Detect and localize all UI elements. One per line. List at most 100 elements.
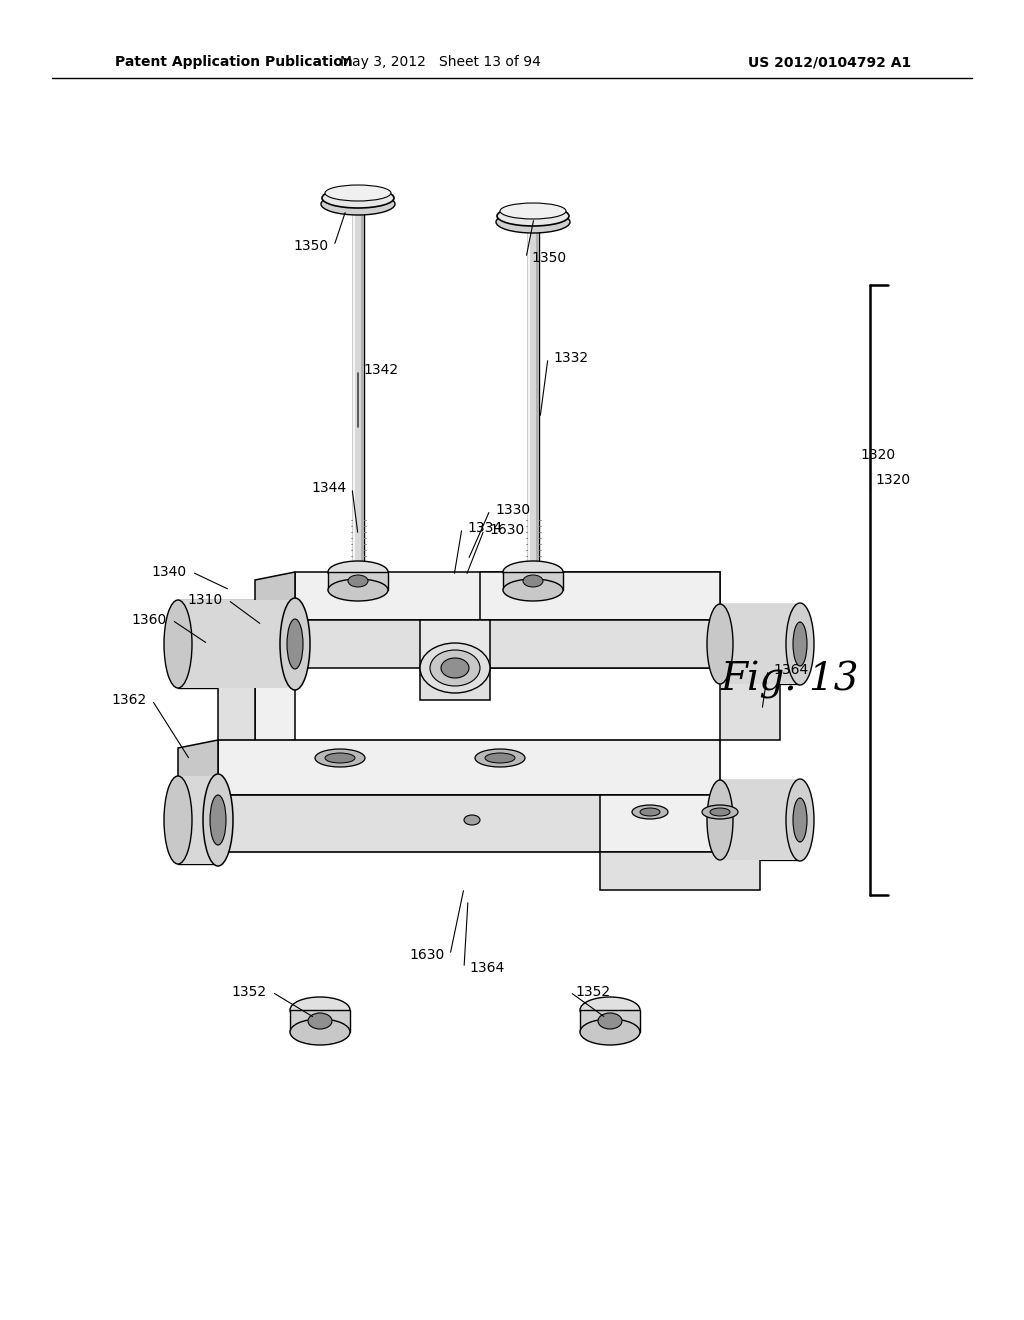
Text: 1360: 1360 <box>132 612 167 627</box>
Ellipse shape <box>210 795 226 845</box>
Polygon shape <box>255 620 295 672</box>
Ellipse shape <box>503 561 563 583</box>
Ellipse shape <box>475 748 525 767</box>
Polygon shape <box>420 620 490 668</box>
Ellipse shape <box>632 805 668 818</box>
Ellipse shape <box>280 598 310 690</box>
Ellipse shape <box>793 799 807 842</box>
Text: 1342: 1342 <box>362 363 398 378</box>
Ellipse shape <box>420 643 490 693</box>
Polygon shape <box>295 620 720 668</box>
Ellipse shape <box>430 649 480 686</box>
Ellipse shape <box>164 776 193 865</box>
Polygon shape <box>527 218 539 570</box>
Ellipse shape <box>503 579 563 601</box>
Ellipse shape <box>348 576 368 587</box>
Polygon shape <box>328 572 388 590</box>
Polygon shape <box>480 572 720 620</box>
Text: 1364: 1364 <box>773 663 808 677</box>
Ellipse shape <box>339 583 377 597</box>
Polygon shape <box>295 572 720 620</box>
Ellipse shape <box>707 780 733 861</box>
Text: 1630: 1630 <box>489 523 524 537</box>
Ellipse shape <box>290 997 350 1023</box>
Text: 1320: 1320 <box>874 473 910 487</box>
Ellipse shape <box>580 997 640 1023</box>
Ellipse shape <box>580 1019 640 1045</box>
Text: 1350: 1350 <box>294 239 329 253</box>
Polygon shape <box>580 1010 640 1032</box>
Polygon shape <box>503 572 563 590</box>
Ellipse shape <box>640 808 660 816</box>
Polygon shape <box>255 620 295 748</box>
Ellipse shape <box>348 586 368 594</box>
Ellipse shape <box>441 657 469 678</box>
Ellipse shape <box>328 561 388 583</box>
Ellipse shape <box>315 748 365 767</box>
Text: 1364: 1364 <box>469 961 504 975</box>
Polygon shape <box>360 201 364 570</box>
Ellipse shape <box>702 805 738 818</box>
Ellipse shape <box>290 1019 350 1045</box>
Polygon shape <box>420 668 490 700</box>
Polygon shape <box>178 601 295 688</box>
Polygon shape <box>290 1010 350 1032</box>
Ellipse shape <box>497 206 569 226</box>
Ellipse shape <box>707 605 733 684</box>
Polygon shape <box>720 780 800 861</box>
Ellipse shape <box>500 203 566 219</box>
Polygon shape <box>178 776 218 865</box>
Text: 1362: 1362 <box>112 693 147 708</box>
Ellipse shape <box>793 622 807 667</box>
Ellipse shape <box>485 752 515 763</box>
Polygon shape <box>218 628 255 760</box>
Polygon shape <box>720 620 800 636</box>
Polygon shape <box>480 620 720 668</box>
Ellipse shape <box>325 185 391 201</box>
Text: 1350: 1350 <box>531 251 566 265</box>
Text: Fig. 13: Fig. 13 <box>721 661 859 700</box>
Text: 1630: 1630 <box>410 948 445 962</box>
Polygon shape <box>720 605 800 684</box>
Polygon shape <box>527 218 529 570</box>
Text: 1334: 1334 <box>467 521 502 535</box>
Ellipse shape <box>164 601 193 688</box>
Ellipse shape <box>322 187 394 209</box>
Text: 1330: 1330 <box>495 503 530 517</box>
Text: 1340: 1340 <box>152 565 187 579</box>
Polygon shape <box>720 668 780 741</box>
Ellipse shape <box>523 576 543 587</box>
Ellipse shape <box>464 814 480 825</box>
Polygon shape <box>760 795 800 858</box>
Polygon shape <box>178 741 218 803</box>
Polygon shape <box>760 795 800 803</box>
Ellipse shape <box>328 579 388 601</box>
Polygon shape <box>255 572 295 628</box>
Polygon shape <box>600 851 760 890</box>
Text: 1344: 1344 <box>312 480 347 495</box>
Ellipse shape <box>598 1012 622 1030</box>
Polygon shape <box>178 795 218 858</box>
Polygon shape <box>352 201 364 570</box>
Text: 1352: 1352 <box>575 985 610 999</box>
Text: 1332: 1332 <box>553 351 588 366</box>
Polygon shape <box>600 795 760 851</box>
Text: Patent Application Publication: Patent Application Publication <box>115 55 352 69</box>
Ellipse shape <box>321 193 395 215</box>
Polygon shape <box>536 218 539 570</box>
Ellipse shape <box>496 211 570 234</box>
Polygon shape <box>218 741 720 795</box>
Ellipse shape <box>786 779 814 861</box>
Ellipse shape <box>203 774 233 866</box>
Text: 1352: 1352 <box>231 985 267 999</box>
Ellipse shape <box>325 752 355 763</box>
Ellipse shape <box>514 583 552 597</box>
Polygon shape <box>352 201 354 570</box>
Ellipse shape <box>786 603 814 685</box>
Ellipse shape <box>710 808 730 816</box>
Ellipse shape <box>287 619 303 669</box>
Text: May 3, 2012   Sheet 13 of 94: May 3, 2012 Sheet 13 of 94 <box>340 55 541 69</box>
Polygon shape <box>720 620 780 668</box>
Text: 1320: 1320 <box>860 447 895 462</box>
Ellipse shape <box>308 1012 332 1030</box>
